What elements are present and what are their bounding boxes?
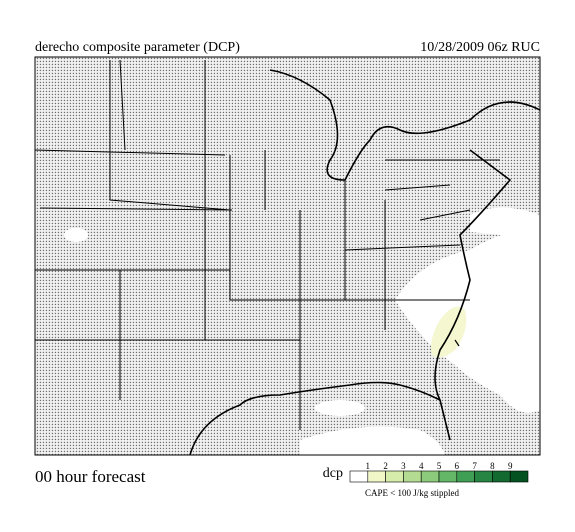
colorbar-tick: 1: [366, 461, 371, 471]
valid-time: 10/28/2009 06z RUC: [420, 40, 540, 55]
map-frame: [34, 56, 541, 456]
colorbar-tick: 2: [383, 461, 388, 471]
stipple-note: CAPE < 100 J/kg stippled: [365, 488, 460, 498]
colorbar-tick: 8: [490, 461, 495, 471]
colorbar-box: [403, 470, 422, 483]
colorbar-box: [367, 470, 386, 483]
colorbar-tick: 5: [437, 461, 442, 471]
legend-label: dcp: [323, 466, 343, 481]
marker: [454, 339, 460, 347]
forecast-hour: 00 hour forecast: [35, 467, 146, 486]
colorbar-box: [420, 470, 440, 483]
map-title: derecho composite parameter (DCP): [35, 40, 240, 55]
colorbar-box: [456, 470, 475, 483]
colorbar-box: [349, 470, 369, 483]
colorbar-tick: 3: [401, 461, 406, 471]
colorbar-box: [385, 470, 404, 483]
colorbar: 1 2 3 4 5 6 7 8 9: [349, 461, 529, 483]
colorbar-tick: 7: [472, 461, 477, 471]
map: [35, 57, 540, 455]
colorbar-box: [492, 470, 511, 483]
unstippled-areas: [64, 207, 540, 455]
colorbar-tick: 4: [419, 461, 424, 471]
colorbar-box: [509, 470, 529, 483]
state-borders: [35, 59, 540, 455]
colorbar-box: [438, 470, 458, 483]
colorbar-tick: 6: [455, 461, 460, 471]
colorbar-tick: 9: [508, 461, 513, 471]
colorbar-box: [474, 470, 493, 483]
